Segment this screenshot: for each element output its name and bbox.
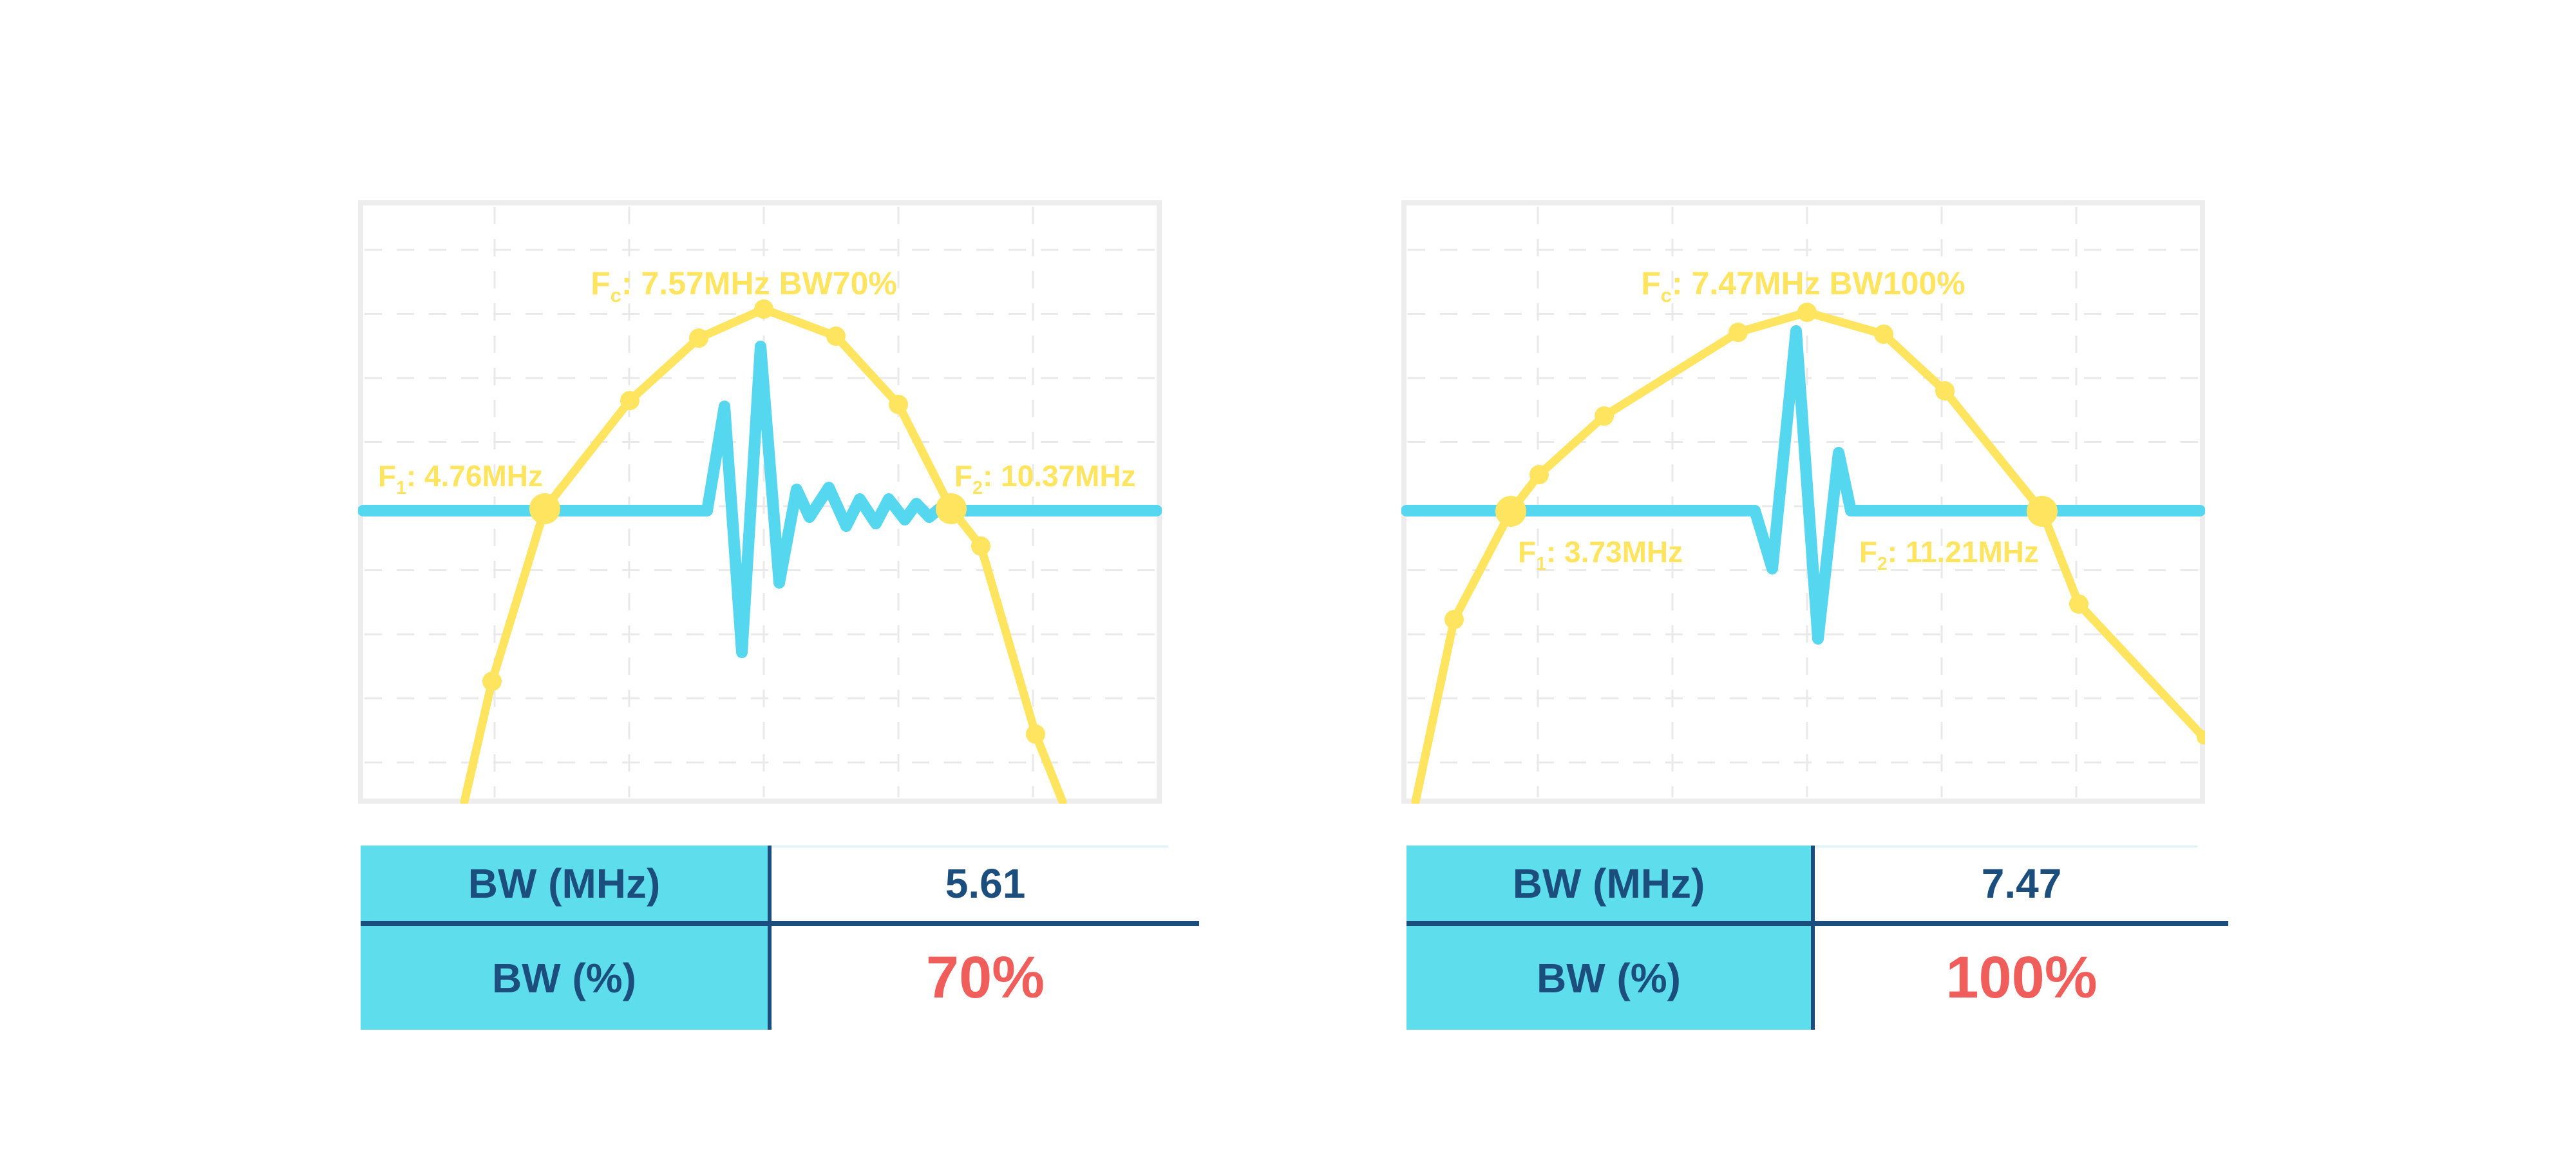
bw70-f1-label: F1: 4.76MHz <box>378 459 543 498</box>
pulse-waveform <box>1401 325 2205 645</box>
spectrum-curve <box>1411 308 2205 804</box>
pulse-waveform <box>358 341 1162 658</box>
bw100-fc-label: Fc: 7.47MHz BW100% <box>1641 265 1965 307</box>
chart-panel-bw70: Fc: 7.57MHz BW70% F1: 4.76MHz F2: 10.37MHz <box>358 200 1162 804</box>
spectrum-marker-dot <box>1797 303 1817 322</box>
bw-mhz-row-label: BW (MHz) <box>1512 860 1705 907</box>
spectrum-marker-dot <box>971 536 990 556</box>
bw70-fc-label: Fc: 7.57MHz BW70% <box>591 265 897 307</box>
spectrum-marker-dot <box>1530 465 1549 484</box>
spectrum-marker-dot <box>2027 496 2058 527</box>
spectrum-marker-dot <box>1874 325 1893 344</box>
bw-pct-value: 100% <box>1946 945 2098 1010</box>
bw100-f1-label: F1: 3.73MHz <box>1518 535 1683 574</box>
table-header-column <box>1406 846 1811 1030</box>
table-row-divider <box>1406 921 2228 926</box>
spectrum-marker-dot <box>2069 594 2088 614</box>
table-top-line <box>1815 846 2197 847</box>
spectrum-marker-dot <box>689 328 708 348</box>
bw-summary-table-70: BW (MHz) 5.61 BW (%) 70% <box>361 846 1199 1030</box>
bw70-f2-label: F2: 10.37MHz <box>954 459 1136 498</box>
table-vertical-divider <box>1811 846 1815 1030</box>
spectrum-marker-dot <box>889 395 908 414</box>
panel-border <box>1401 200 2205 804</box>
table-top-line <box>772 846 1168 847</box>
bw-pct-row-label: BW (%) <box>492 954 636 1001</box>
table-vertical-divider <box>768 846 772 1030</box>
chart-panel-bw100: Fc: 7.47MHz BW100% F1: 3.73MHz F2: 11.21MH… <box>1401 200 2205 804</box>
bw100-f2-label: F2: 11.21MHz <box>1859 535 2039 574</box>
bw-mhz-row-label: BW (MHz) <box>468 860 661 907</box>
bw-mhz-value: 7.47 <box>1981 860 2062 907</box>
spectrum-marker-dot <box>1444 610 1464 629</box>
spectrum-marker-dot <box>529 493 560 524</box>
spectrum-marker-dot <box>1495 496 1526 527</box>
spectrum-marker-dot <box>826 326 846 346</box>
bw-mhz-value: 5.61 <box>945 860 1026 907</box>
spectrum-marker-dot <box>936 493 967 524</box>
table-header-column <box>361 846 768 1030</box>
bw-pct-value: 70% <box>925 945 1045 1010</box>
spectrum-marker-dot <box>1026 724 1045 744</box>
bw-pct-row-label: BW (%) <box>1537 954 1681 1001</box>
panel-border <box>358 200 1162 804</box>
spectrum-marker-dot <box>1728 323 1748 342</box>
bw-summary-table-100: BW (MHz) 7.47 BW (%) 100% <box>1406 846 2228 1030</box>
table-row-divider <box>361 921 1199 926</box>
spectrum-marker-dot <box>1595 406 1614 426</box>
spectrum-marker-dot <box>2197 730 2205 744</box>
spectrum-marker-dot <box>1935 381 1955 401</box>
spectrum-marker-dot <box>620 391 639 410</box>
spectrum-marker-dot <box>482 672 502 691</box>
spectrum-marker-dot <box>754 299 773 319</box>
spectrum-curve <box>460 305 1067 804</box>
